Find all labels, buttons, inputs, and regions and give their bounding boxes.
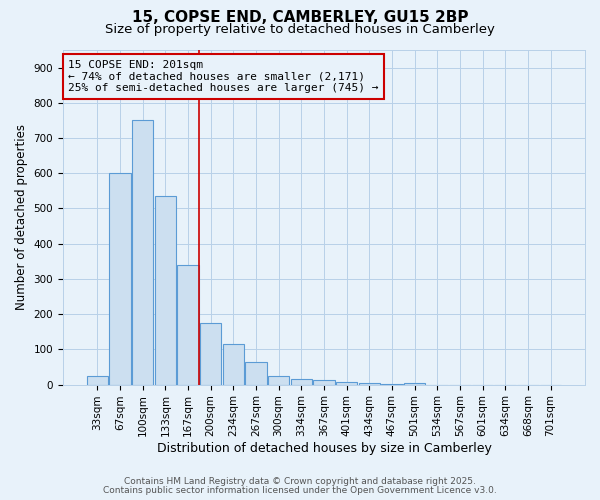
Bar [200,323,221,384]
Bar [313,380,335,384]
Bar [359,383,380,384]
Text: 15, COPSE END, CAMBERLEY, GU15 2BP: 15, COPSE END, CAMBERLEY, GU15 2BP [132,10,468,25]
Bar [177,265,199,384]
Bar [404,383,425,384]
Y-axis label: Number of detached properties: Number of detached properties [15,124,28,310]
Bar [290,380,312,384]
Text: 15 COPSE END: 201sqm
← 74% of detached houses are smaller (2,171)
25% of semi-de: 15 COPSE END: 201sqm ← 74% of detached h… [68,60,379,93]
Bar [336,382,358,384]
Bar [109,174,131,384]
Bar [86,376,108,384]
Text: Size of property relative to detached houses in Camberley: Size of property relative to detached ho… [105,22,495,36]
Bar [223,344,244,385]
Text: Contains HM Land Registry data © Crown copyright and database right 2025.: Contains HM Land Registry data © Crown c… [124,477,476,486]
Bar [268,376,289,384]
X-axis label: Distribution of detached houses by size in Camberley: Distribution of detached houses by size … [157,442,491,455]
Text: Contains public sector information licensed under the Open Government Licence v3: Contains public sector information licen… [103,486,497,495]
Bar [132,120,154,384]
Bar [245,362,267,384]
Bar [155,196,176,384]
